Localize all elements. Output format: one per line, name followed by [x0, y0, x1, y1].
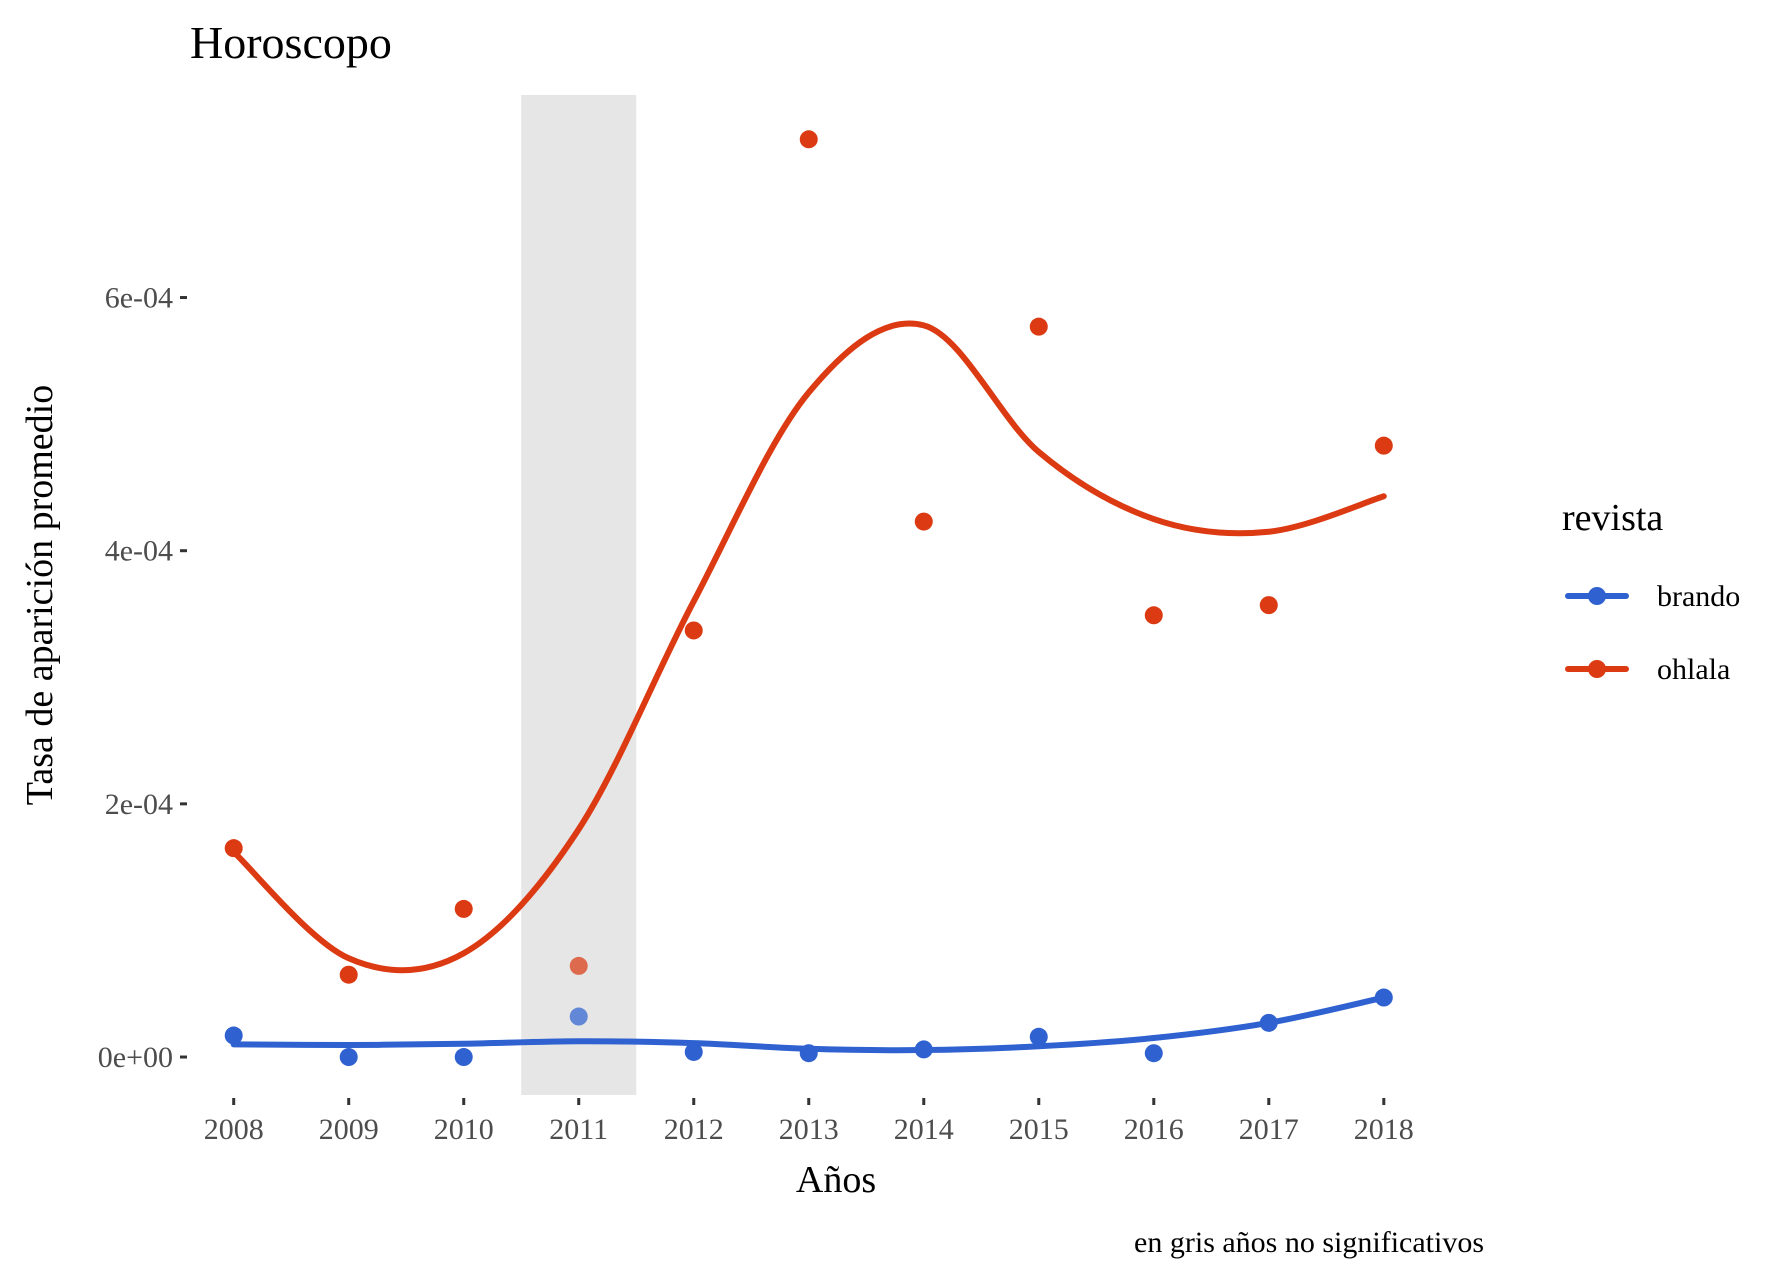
- data-point-brando: [1374, 988, 1393, 1007]
- legend: revista brando ohlala: [1562, 497, 1740, 686]
- data-point-brando: [224, 1026, 243, 1045]
- chart-title: Horoscopo: [190, 17, 392, 68]
- x-tick-label: 2013: [779, 1113, 839, 1146]
- data-point-ohlala: [339, 965, 358, 984]
- data-point-brando: [454, 1048, 473, 1067]
- data-point-brando: [684, 1042, 703, 1061]
- y-tick-label: 0e+00: [98, 1041, 173, 1074]
- y-tick-label: 6e-04: [105, 282, 173, 315]
- data-point-ohlala: [799, 130, 818, 149]
- y-axis: 0e+00 2e-04 4e-04 6e-04: [98, 282, 187, 1074]
- x-tick-label: 2014: [894, 1113, 954, 1146]
- data-point-ohlala: [914, 512, 933, 531]
- legend-label: brando: [1657, 580, 1740, 613]
- data-point-brando: [569, 1007, 588, 1026]
- data-point-brando: [1029, 1027, 1048, 1046]
- data-point-brando: [339, 1048, 358, 1067]
- x-tick-label: 2011: [549, 1113, 608, 1146]
- x-axis: 2008 2009 2010 2011 2012 2013 2014 2015 2016 2017…: [204, 1098, 1414, 1146]
- x-tick-label: 2008: [204, 1113, 264, 1146]
- data-point-ohlala: [1259, 596, 1278, 615]
- x-tick-label: 2016: [1124, 1113, 1184, 1146]
- data-point-ohlala: [1029, 317, 1048, 336]
- data-point-ohlala: [224, 839, 243, 858]
- x-axis-title: Años: [796, 1159, 876, 1201]
- series-brando: [224, 988, 1393, 1067]
- y-tick-label: 2e-04: [105, 788, 173, 821]
- y-tick-label: 4e-04: [105, 535, 173, 568]
- x-tick-label: 2017: [1239, 1113, 1299, 1146]
- data-point-brando: [914, 1040, 933, 1059]
- y-axis-title: Tasa de aparición promedio: [19, 385, 61, 805]
- x-tick-label: 2009: [319, 1113, 379, 1146]
- data-point-ohlala: [1144, 606, 1163, 625]
- series-ohlala: [224, 130, 1393, 984]
- legend-title: revista: [1562, 497, 1663, 539]
- x-tick-label: 2018: [1354, 1113, 1414, 1146]
- data-point-ohlala: [1374, 436, 1393, 455]
- data-point-brando: [1144, 1044, 1163, 1063]
- legend-label: ohlala: [1657, 653, 1730, 686]
- chart-caption: en gris años no significativos: [1134, 1226, 1484, 1259]
- shaded-region-layer: [521, 95, 637, 1095]
- x-tick-label: 2010: [434, 1113, 494, 1146]
- legend-item-ohlala: ohlala: [1565, 653, 1730, 686]
- data-point-ohlala: [569, 956, 588, 975]
- legend-key-point: [1588, 587, 1606, 605]
- legend-key-point: [1588, 660, 1606, 678]
- data-point-brando: [799, 1044, 818, 1063]
- legend-item-brando: brando: [1565, 580, 1740, 613]
- data-point-ohlala: [454, 899, 473, 918]
- data-point-brando: [1259, 1013, 1278, 1032]
- x-tick-label: 2015: [1009, 1113, 1069, 1146]
- data-point-ohlala: [684, 621, 703, 640]
- shaded-region-0: [521, 95, 637, 1095]
- smooth-line-ohlala: [230, 320, 1387, 974]
- x-tick-label: 2012: [664, 1113, 724, 1146]
- series-layer: [224, 130, 1393, 1067]
